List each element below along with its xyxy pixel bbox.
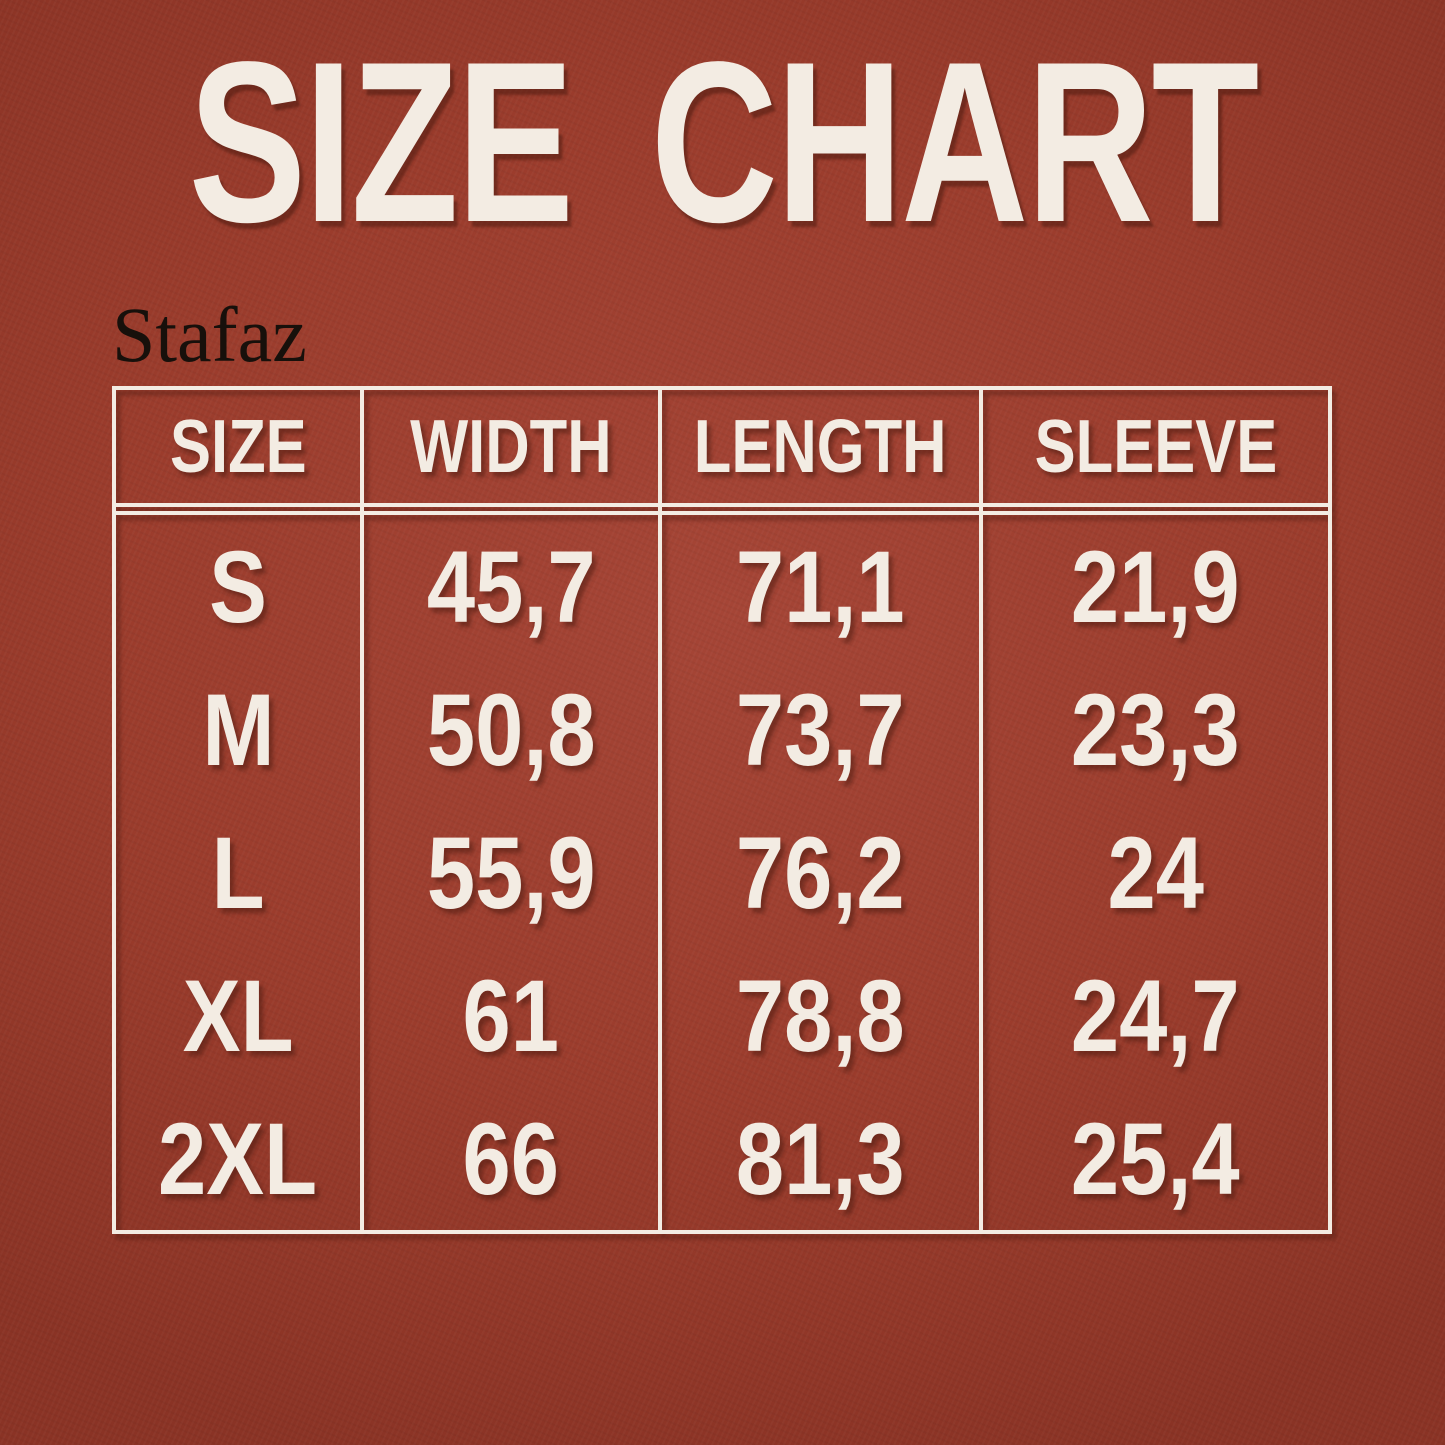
table-body: S 45,7 71,1 21,9 M 50,8 73,7 23,3 L 55,9 76,2 24 XL 6… xyxy=(116,511,1328,1230)
cell-length-m: 73,7 xyxy=(662,658,983,801)
row-label-xl: XL xyxy=(116,944,364,1087)
cell-length-2xl: 81,3 xyxy=(662,1087,983,1230)
row-label-l: L xyxy=(116,801,364,944)
cell-value: 71,1 xyxy=(736,529,905,644)
column-header-sleeve: SLEEVE xyxy=(983,390,1328,503)
column-header-length: LENGTH xyxy=(662,390,983,503)
column-header-label: SLEEVE xyxy=(1034,404,1277,488)
row-label-m: M xyxy=(116,658,364,801)
cell-value: 50,8 xyxy=(426,672,596,787)
cell-value: 78,8 xyxy=(736,958,905,1073)
row-label-s: S xyxy=(116,515,364,658)
cell-width-xl: 61 xyxy=(364,944,662,1087)
cell-value: 66 xyxy=(462,1101,560,1216)
cell-value: 2XL xyxy=(158,1101,318,1216)
table-header-divider xyxy=(116,507,1328,511)
cell-width-s: 45,7 xyxy=(364,515,662,658)
cell-width-2xl: 66 xyxy=(364,1087,662,1230)
cell-value: 61 xyxy=(462,958,560,1073)
cell-length-xl: 78,8 xyxy=(662,944,983,1087)
divider-cell-length xyxy=(662,507,983,511)
column-header-width: WIDTH xyxy=(364,390,662,503)
cell-value: 25,4 xyxy=(1071,1101,1240,1216)
page-title: SIZE CHART xyxy=(0,28,1445,257)
cell-value: 76,2 xyxy=(736,815,905,930)
cell-value: 23,3 xyxy=(1071,672,1240,787)
size-table: SIZE WIDTH LENGTH SLEEVE S 45,7 71,1 21,9 M 50,8… xyxy=(112,386,1332,1234)
cell-length-l: 76,2 xyxy=(662,801,983,944)
column-header-label: SIZE xyxy=(169,404,307,488)
divider-cell-size xyxy=(116,507,364,511)
cell-value: 24 xyxy=(1107,815,1204,930)
column-header-size: SIZE xyxy=(116,390,364,503)
cell-value: 45,7 xyxy=(426,529,596,644)
cell-value: 24,7 xyxy=(1071,958,1240,1073)
cell-value: 21,9 xyxy=(1071,529,1240,644)
column-header-label: LENGTH xyxy=(694,404,947,488)
cell-sleeve-2xl: 25,4 xyxy=(983,1087,1328,1230)
cell-value: L xyxy=(211,815,265,930)
cell-sleeve-s: 21,9 xyxy=(983,515,1328,658)
cell-value: M xyxy=(201,672,275,787)
cell-length-s: 71,1 xyxy=(662,515,983,658)
cell-value: 81,3 xyxy=(736,1101,905,1216)
cell-value: S xyxy=(209,529,267,644)
cell-sleeve-m: 23,3 xyxy=(983,658,1328,801)
cell-sleeve-l: 24 xyxy=(983,801,1328,944)
cell-width-l: 55,9 xyxy=(364,801,662,944)
column-header-label: WIDTH xyxy=(410,404,612,488)
brand-name: Stafaz xyxy=(112,291,307,378)
table-header-row: SIZE WIDTH LENGTH SLEEVE xyxy=(116,390,1328,507)
cell-value: XL xyxy=(182,958,294,1073)
cell-width-m: 50,8 xyxy=(364,658,662,801)
cell-value: 55,9 xyxy=(426,815,596,930)
row-label-2xl: 2XL xyxy=(116,1087,364,1230)
page-title-text: SIZE CHART xyxy=(188,14,1259,270)
divider-cell-width xyxy=(364,507,662,511)
cell-value: 73,7 xyxy=(736,672,905,787)
divider-cell-sleeve xyxy=(983,507,1328,511)
cell-sleeve-xl: 24,7 xyxy=(983,944,1328,1087)
